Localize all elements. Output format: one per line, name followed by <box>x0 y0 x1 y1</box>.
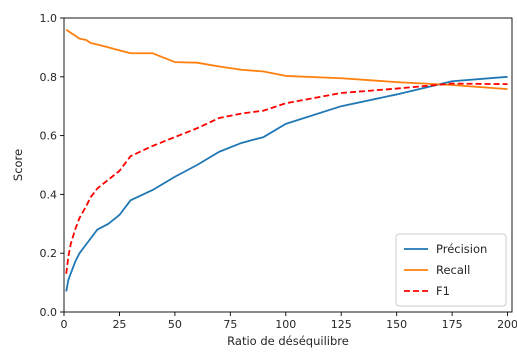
y-axis-title: Score <box>11 149 25 181</box>
axes-frame <box>63 17 513 313</box>
x-tick-label: 25 <box>112 318 126 331</box>
y-tick-label: 0.8 <box>40 71 58 84</box>
y-tick-label: 1.0 <box>40 12 58 25</box>
x-tick-label: 125 <box>331 318 352 331</box>
legend-box <box>395 233 507 307</box>
legend-label: Précision <box>436 242 487 256</box>
x-tick-label: 100 <box>275 318 296 331</box>
series-line-recall <box>65 29 508 91</box>
x-tick-label: 175 <box>442 318 463 331</box>
y-tick-label: 0.4 <box>40 188 58 201</box>
axes-layer: 0 25 50 75 100 125 150 175 200 0.0 0.2 0.4 0.6 0.8 1.0 <box>40 12 517 331</box>
legend: Précision Recall F1 <box>395 233 507 307</box>
series-layer <box>65 29 508 292</box>
x-tick-label: 0 <box>61 318 68 331</box>
x-axis-title: Ratio de déséquilibre <box>227 334 349 348</box>
y-tick-label: 0.2 <box>40 247 58 260</box>
x-tick-label: 150 <box>386 318 407 331</box>
legend-label: F1 <box>436 284 450 298</box>
legend-label: Recall <box>436 263 470 277</box>
x-tick-label: 200 <box>497 318 517 331</box>
y-tick-label: 0.6 <box>40 130 58 143</box>
x-tick-label: 75 <box>223 318 237 331</box>
series-line-pr-cision <box>65 75 508 292</box>
y-tick-label: 0.0 <box>40 306 58 319</box>
x-tick-label: 50 <box>168 318 182 331</box>
